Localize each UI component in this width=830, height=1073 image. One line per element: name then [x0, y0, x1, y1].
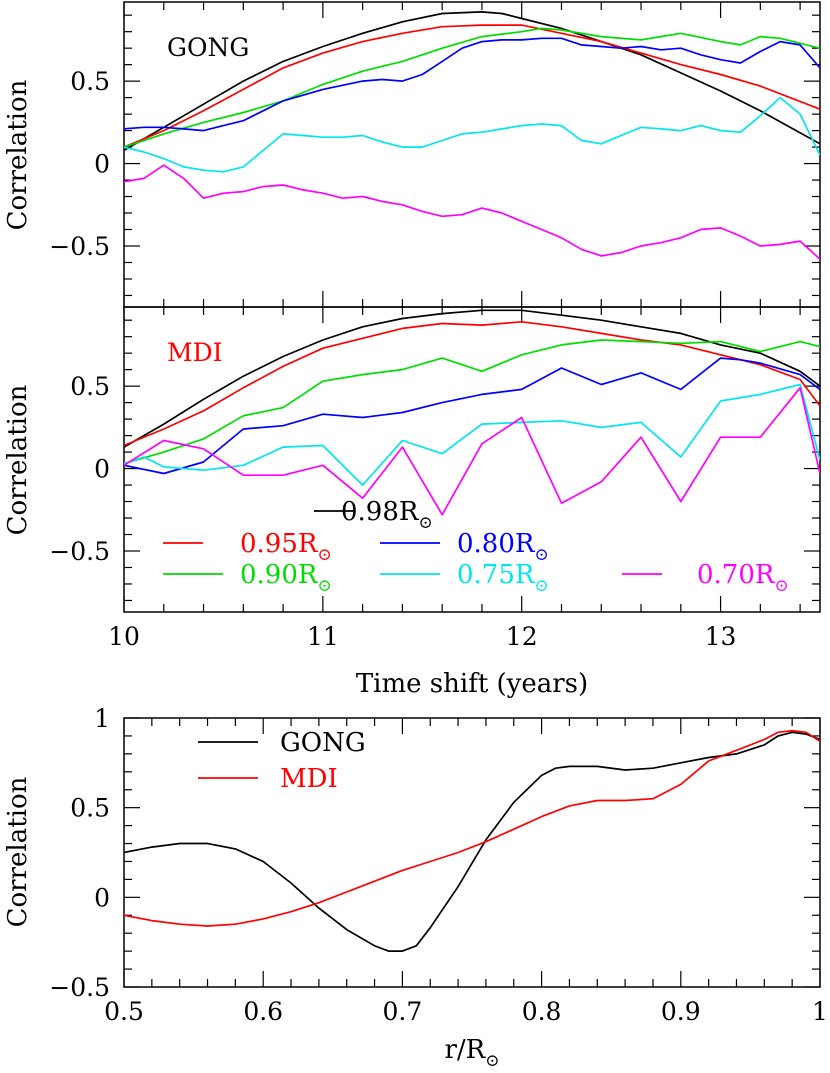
sun-symbol-subscript: ⊙	[317, 576, 331, 596]
legend-label-text: GONG	[280, 728, 366, 758]
y-tick-label: −0.5	[49, 232, 110, 261]
sun-symbol-subscript: ⊙	[317, 545, 331, 565]
series-line-0-75r	[124, 383, 820, 486]
series-line-0-70r	[124, 164, 820, 260]
y-tick-label: −0.5	[49, 973, 110, 1002]
legend-label-mdi: MDI	[280, 764, 338, 794]
y-tick-label: 0.5	[70, 794, 110, 823]
legend-label-text: 0.98R	[341, 497, 420, 527]
sun-symbol-subscript: ⊙	[485, 1051, 499, 1071]
y-tick-label: 0.5	[70, 372, 110, 401]
gong-panel: 0.5 0 −0.5 Correlation GONG	[3, 1, 821, 308]
x-tick-label: 12	[506, 622, 538, 651]
x-tick-label: 0.5	[104, 997, 144, 1026]
y-tick-label: 0	[94, 455, 110, 484]
legend-label-text: 0.80R	[457, 529, 536, 559]
x-axis-label-text: Time shift (years)	[356, 669, 588, 699]
legend-label-0-95r: 0.95R⊙	[240, 529, 332, 565]
mdi-panel: 0.5 0 −0.5 10 11 12 13 Correlation Time shift (y…	[3, 306, 821, 699]
sun-symbol-subscript: ⊙	[418, 513, 432, 533]
x-axis-label-text: r/R	[444, 1035, 486, 1065]
series-line-0-98r	[124, 11, 820, 152]
legend-label-0-90r: 0.90R⊙	[240, 560, 332, 596]
x-tick-label: 0.9	[661, 997, 701, 1026]
series-line-0-75r	[124, 96, 820, 173]
legend-label-text: 0.95R	[240, 529, 319, 559]
y-axis-label: Correlation	[3, 776, 33, 927]
x-tick-label: 0.8	[522, 997, 562, 1026]
series-line-0-98r	[124, 309, 820, 448]
legend-label-text: 0.70R	[697, 560, 776, 590]
legend-label-text: MDI	[280, 764, 338, 794]
sun-symbol-subscript: ⊙	[534, 576, 548, 596]
y-tick-label: 0.5	[70, 67, 110, 96]
series-line-0-70r	[124, 386, 820, 516]
x-axis-label: Time shift (years)	[356, 669, 588, 699]
series-line-mdi	[124, 729, 820, 927]
series-line-0-80r	[124, 37, 820, 132]
y-tick-label: 0	[94, 150, 110, 179]
legend-label-text: 0.75R	[457, 560, 536, 590]
series-line-gong	[124, 731, 820, 952]
legend-label-gong: GONG	[280, 728, 366, 758]
legend-label-text: 0.90R	[240, 560, 319, 590]
panel-label-gong: GONG	[167, 33, 249, 62]
legend-label-0-80r: 0.80R⊙	[457, 529, 549, 565]
x-tick-label: 10	[108, 622, 140, 651]
series-group	[124, 729, 820, 952]
panel-label-mdi: MDI	[167, 338, 223, 367]
y-axis-label: Correlation	[3, 384, 33, 535]
sun-symbol-subscript: ⊙	[534, 545, 548, 565]
x-axis-label: r/R⊙	[444, 1035, 499, 1071]
y-tick-label: −0.5	[49, 537, 110, 566]
legend-label-0-98r: 0.98R⊙	[341, 497, 433, 533]
series-line-0-80r	[124, 357, 820, 475]
legend-label-0-70r: 0.70R⊙	[697, 560, 789, 596]
sun-symbol-subscript: ⊙	[774, 576, 788, 596]
series-line-0-90r	[124, 27, 820, 148]
y-tick-label: 1	[94, 704, 110, 733]
series-group	[124, 309, 820, 516]
x-tick-label: 0.6	[243, 997, 283, 1026]
x-tick-label: 11	[307, 622, 339, 651]
y-axis-label: Correlation	[3, 79, 33, 230]
legend-label-0-75r: 0.75R⊙	[457, 560, 549, 596]
series-line-0-95r	[124, 320, 820, 447]
x-tick-label: 13	[705, 622, 737, 651]
series-line-0-95r	[124, 24, 820, 148]
x-tick-label: 1	[812, 997, 828, 1026]
x-tick-label: 0.7	[383, 997, 423, 1026]
y-tick-label: 0	[94, 883, 110, 912]
depth-correlation-panel: 10.50−0.50.5 0.6 0.7 0.8 0.9 1Correlationr/R⊙…	[3, 704, 828, 1071]
series-group	[124, 11, 820, 260]
series-line-0-90r	[124, 339, 820, 465]
